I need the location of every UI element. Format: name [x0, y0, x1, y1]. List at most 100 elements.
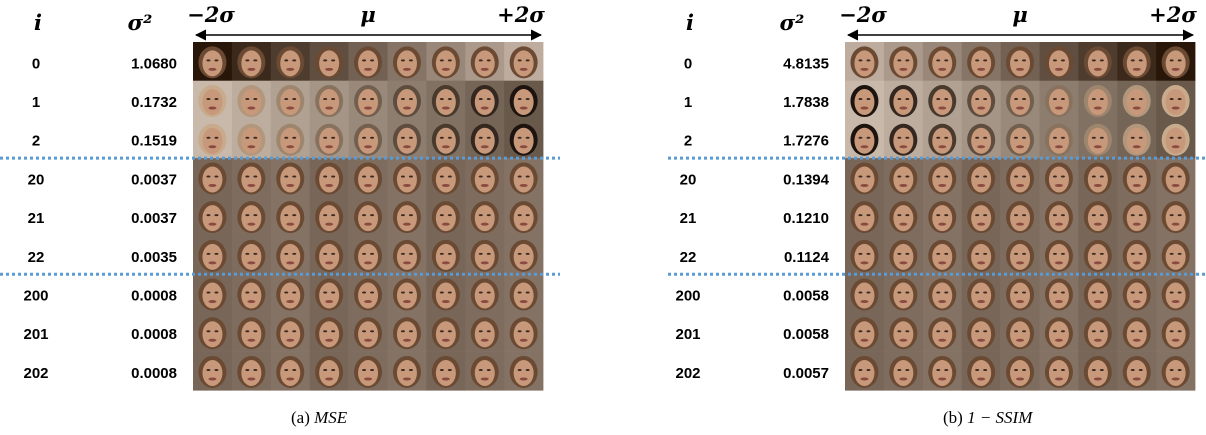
face-image: [1117, 80, 1157, 120]
face-eye: [253, 214, 258, 217]
face-eye: [1060, 291, 1065, 294]
face-eye: [439, 175, 444, 178]
face-image: [1000, 351, 1040, 391]
face-skin: [1048, 243, 1069, 270]
face-eye: [944, 291, 949, 294]
face-mouth: [1016, 222, 1025, 226]
face-eye: [1091, 291, 1096, 294]
face-eye: [1060, 136, 1065, 139]
face-mouth: [899, 222, 908, 226]
face-skin: [932, 205, 953, 232]
face-skin: [474, 243, 495, 270]
face-mouth: [519, 261, 528, 265]
face-mouth: [402, 183, 411, 187]
face-image: [845, 235, 885, 275]
face-skin: [854, 166, 875, 193]
face-eye: [1052, 368, 1057, 371]
face-eye: [866, 330, 871, 333]
face-mouth: [364, 106, 373, 110]
face-mouth: [441, 300, 450, 304]
row-variance: 0.0058: [783, 288, 829, 305]
face-image: [387, 312, 427, 352]
face-mouth: [1093, 183, 1102, 187]
face-eye: [408, 136, 413, 139]
face-skin: [396, 166, 417, 193]
face-skin: [1048, 205, 1069, 232]
face-eye: [253, 252, 258, 255]
face-eye: [866, 252, 871, 255]
face-skin: [893, 321, 914, 348]
face-skin: [202, 166, 223, 193]
face-skin: [280, 50, 301, 77]
row-variance: 0.0037: [131, 210, 177, 227]
face-eye: [1014, 98, 1019, 101]
face-eye: [1138, 175, 1143, 178]
face-eye: [905, 330, 910, 333]
face-skin: [280, 321, 301, 348]
face-mouth: [441, 145, 450, 149]
face-mouth: [1054, 222, 1063, 226]
face-image: [426, 119, 466, 159]
face-mouth: [1171, 300, 1180, 304]
face-eye: [1022, 330, 1027, 333]
face-eye: [206, 330, 211, 333]
face-eye: [400, 330, 405, 333]
face-image: [231, 80, 272, 120]
face-mouth: [480, 106, 489, 110]
face-skin: [893, 89, 914, 116]
face-image: [504, 42, 544, 81]
face-eye: [525, 175, 530, 178]
face-skin: [358, 166, 379, 193]
face-image: [961, 80, 1001, 120]
face-mouth: [860, 261, 869, 265]
face-eye: [1091, 330, 1096, 333]
row-variance: 0.0008: [131, 365, 177, 382]
face-image: [1039, 42, 1079, 81]
face-eye: [858, 59, 863, 62]
face-eye: [1014, 59, 1019, 62]
face-skin: [435, 205, 456, 232]
face-mouth: [860, 222, 869, 226]
face-eye: [983, 330, 988, 333]
face-eye: [866, 214, 871, 217]
face-eye: [866, 98, 871, 101]
face-mouth: [1016, 377, 1025, 381]
face-eye: [323, 330, 328, 333]
face-eye: [214, 368, 219, 371]
face-eye: [1091, 175, 1096, 178]
face-eye: [253, 291, 258, 294]
face-skin: [854, 243, 875, 270]
face-image: [348, 80, 388, 120]
face-skin: [1048, 321, 1069, 348]
face-eye: [206, 368, 211, 371]
face-eye: [1138, 330, 1143, 333]
face-skin: [241, 282, 262, 309]
face-eye: [478, 330, 483, 333]
face-eye: [1052, 59, 1057, 62]
face-eye: [905, 214, 910, 217]
face-image: [1156, 42, 1196, 81]
face-eye: [1099, 175, 1104, 178]
face-eye: [1138, 252, 1143, 255]
face-mouth: [1016, 261, 1025, 265]
face-mouth: [286, 377, 295, 381]
face-eye: [478, 214, 483, 217]
face-eye: [447, 175, 452, 178]
face-mouth: [519, 338, 528, 342]
face-mouth: [938, 67, 947, 71]
face-mouth: [441, 183, 450, 187]
face-eye: [1169, 175, 1174, 178]
face-eye: [447, 252, 452, 255]
face-mouth: [1171, 145, 1180, 149]
face-mouth: [1054, 377, 1063, 381]
face-eye: [486, 175, 491, 178]
face-mouth: [938, 183, 947, 187]
face-skin: [358, 243, 379, 270]
header-left: −2σ: [839, 2, 887, 27]
face-mouth: [247, 338, 256, 342]
face-image: [1078, 80, 1118, 120]
face-mouth: [1054, 338, 1063, 342]
face-eye: [323, 214, 328, 217]
face-mouth: [1171, 222, 1180, 226]
face-image: [504, 235, 544, 275]
